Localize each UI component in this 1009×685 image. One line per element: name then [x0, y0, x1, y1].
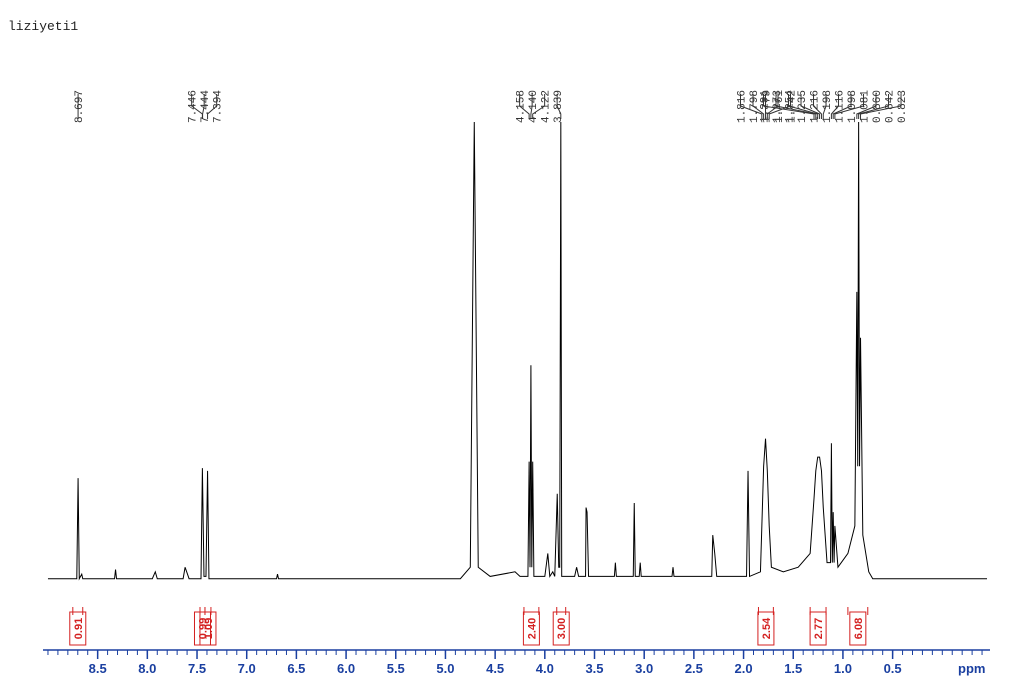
- peak-leader: [768, 94, 792, 119]
- peak-leader: [202, 94, 205, 119]
- integral-label: 6.08: [853, 618, 865, 639]
- x-tick-label: 3.5: [585, 661, 603, 676]
- peak-leader: [788, 94, 819, 119]
- peak-leader: [822, 94, 827, 119]
- peak-leader: [856, 94, 877, 119]
- peak-label: 3.839: [553, 90, 565, 123]
- integral-label: 3.00: [556, 618, 568, 639]
- integral-bracket: [199, 607, 206, 615]
- peak-label: 4.122: [541, 90, 553, 123]
- integral-box: [552, 611, 570, 646]
- peak-leader: [530, 94, 533, 119]
- peak-leader: [830, 94, 840, 119]
- peak-label: 1.081: [860, 90, 872, 123]
- peak-leader: [752, 94, 765, 119]
- integral-box: [69, 611, 87, 646]
- integral-bracket: [556, 607, 567, 615]
- peak-leader: [813, 94, 822, 119]
- x-tick-label: 7.0: [238, 661, 256, 676]
- peak-label: 7.394: [213, 90, 225, 123]
- x-tick-label: 4.5: [486, 661, 504, 676]
- peak-leader: [775, 94, 817, 119]
- spectrum-line: [47, 121, 988, 581]
- peak-leader: [800, 94, 821, 119]
- integral-label: 2.40: [526, 618, 538, 639]
- peak-leader: [519, 94, 530, 119]
- x-axis-label: ppm: [958, 661, 985, 676]
- peak-leader: [556, 94, 562, 119]
- integral-box: [757, 611, 775, 646]
- integral-label: 0.91: [73, 618, 85, 639]
- peak-leader: [860, 94, 902, 119]
- peak-label: 7.446: [188, 90, 200, 123]
- x-tick-label: 4.0: [536, 661, 554, 676]
- x-tick-label: 1.0: [834, 661, 852, 676]
- x-tick-label: 0.5: [884, 661, 902, 676]
- x-tick-label: 7.5: [188, 661, 206, 676]
- integral-bracket: [204, 607, 212, 615]
- integral-label: 2.77: [813, 618, 825, 639]
- integral-bracket: [757, 607, 774, 615]
- peak-label: 0.860: [872, 90, 884, 123]
- peak-leader: [532, 94, 546, 119]
- integral-label: 2.54: [761, 617, 773, 639]
- integral-box: [809, 611, 827, 646]
- peak-leader: [832, 94, 852, 119]
- peak-label: 0.823: [897, 90, 909, 123]
- peak-leader: [207, 94, 218, 119]
- integral-label: 0.99: [197, 618, 209, 639]
- x-tick-label: 5.5: [387, 661, 405, 676]
- peak-label: 1.198: [822, 90, 834, 123]
- chart-title: liziyeti1: [8, 19, 78, 34]
- x-tick-label: 6.5: [287, 661, 305, 676]
- integral-box: [522, 611, 540, 646]
- peak-label: 1.216: [810, 90, 822, 123]
- x-tick-label: 2.0: [735, 661, 753, 676]
- integral-label: 1.09: [203, 618, 215, 639]
- x-tick-label: 2.5: [685, 661, 703, 676]
- integral-bracket: [523, 607, 540, 615]
- peak-leader: [763, 94, 815, 119]
- integral-bracket: [809, 607, 827, 615]
- peak-label: 0.842: [885, 90, 897, 123]
- integral-box: [199, 611, 217, 646]
- peak-label: 4.158: [516, 90, 528, 123]
- integral-bracket: [847, 607, 869, 615]
- peak-leader: [858, 94, 890, 119]
- peak-leader: [834, 94, 865, 119]
- peak-label: 1.742: [787, 90, 799, 123]
- x-tick-label: 1.5: [784, 661, 802, 676]
- peak-label: 4.140: [528, 90, 540, 123]
- x-tick-label: 8.5: [89, 661, 107, 676]
- peak-label: 1.116: [835, 90, 847, 123]
- peak-label: 8.697: [74, 90, 86, 123]
- peak-label: 1.098: [847, 90, 859, 123]
- x-tick-label: 3.0: [635, 661, 653, 676]
- x-tick-label: 6.0: [337, 661, 355, 676]
- x-tick-label: 5.0: [436, 661, 454, 676]
- peak-leader: [766, 94, 779, 119]
- integral-bracket: [72, 607, 84, 615]
- peak-label: 1.798: [749, 90, 761, 123]
- integral-box: [849, 611, 867, 646]
- peak-leader: [740, 94, 763, 119]
- x-tick-label: 8.0: [138, 661, 156, 676]
- peak-label: 7.444: [200, 90, 212, 123]
